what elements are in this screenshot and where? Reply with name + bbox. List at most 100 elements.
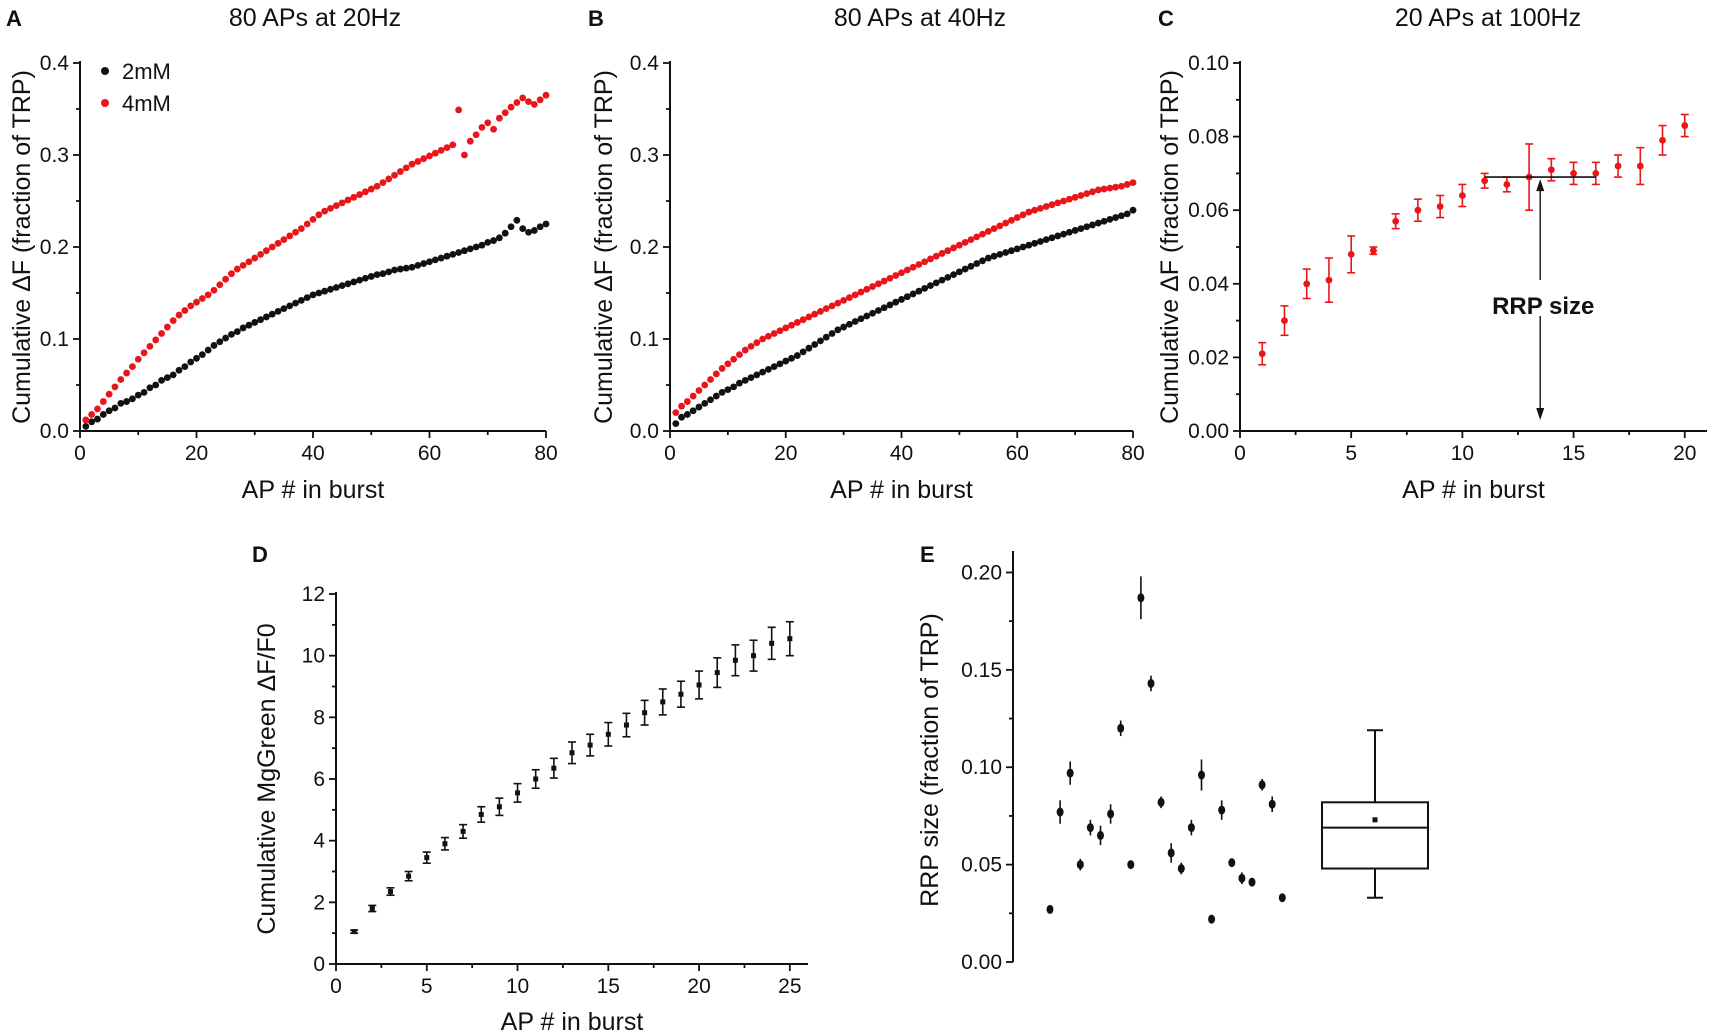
- data-point: [707, 396, 714, 404]
- data-point: [1414, 206, 1422, 214]
- data-point: [759, 368, 766, 376]
- data-point: [315, 289, 323, 297]
- data-point: [373, 182, 381, 190]
- data-point: [1238, 873, 1246, 883]
- data-point: [129, 395, 136, 403]
- data-point: [315, 211, 323, 219]
- data-point: [117, 376, 125, 383]
- panel-letter-e: E: [920, 542, 935, 567]
- data-point: [1570, 170, 1577, 177]
- data-point: [327, 285, 334, 293]
- data-point: [257, 316, 264, 324]
- data-point: [967, 262, 975, 270]
- data-point: [1031, 206, 1039, 214]
- data-point: [111, 404, 119, 412]
- data-point: [1100, 217, 1108, 225]
- data-point: [1123, 181, 1131, 188]
- data-point: [753, 339, 761, 347]
- y-axis-label: Cumulative ΔF (fraction of TRP): [1156, 70, 1184, 424]
- data-point: [973, 233, 981, 241]
- data-point: [874, 280, 882, 288]
- data-point: [233, 328, 241, 336]
- data-point: [496, 234, 503, 242]
- data-point: [123, 369, 130, 377]
- data-point: [678, 691, 684, 697]
- data-point: [1077, 225, 1085, 233]
- data-point: [216, 338, 224, 346]
- data-point: [1054, 232, 1062, 240]
- data-point: [408, 263, 416, 271]
- data-point: [730, 355, 738, 363]
- data-point: [460, 828, 466, 834]
- arrow-head-down: [1536, 407, 1545, 420]
- data-point: [187, 302, 195, 310]
- data-point: [851, 318, 859, 325]
- data-point: [82, 416, 90, 424]
- data-point: [770, 330, 778, 337]
- data-point: [1347, 250, 1355, 258]
- x-tick-label: 60: [418, 442, 441, 465]
- data-point: [1106, 184, 1114, 192]
- data-point: [1100, 185, 1108, 193]
- data-point: [799, 348, 807, 356]
- data-point: [222, 334, 230, 342]
- x-tick-label: 40: [301, 442, 324, 465]
- y-axis-label: Cumulative ΔF (fraction of TRP): [8, 70, 36, 424]
- y-tick-label: 0.4: [630, 52, 660, 75]
- data-point: [533, 776, 539, 782]
- data-point: [461, 151, 468, 159]
- data-point: [513, 99, 521, 106]
- data-point: [431, 256, 439, 264]
- data-point: [396, 265, 404, 273]
- data-point: [280, 236, 288, 244]
- data-point: [426, 152, 433, 160]
- data-point: [1065, 228, 1073, 236]
- x-axis-label: AP # in burst: [242, 476, 385, 504]
- data-point: [490, 237, 497, 244]
- data-point: [175, 311, 183, 319]
- data-point: [210, 286, 218, 294]
- data-point: [1106, 216, 1114, 223]
- data-point: [437, 147, 445, 154]
- data-point: [1370, 247, 1377, 255]
- data-point: [770, 363, 778, 370]
- data-point: [747, 342, 755, 350]
- data-point: [379, 179, 387, 187]
- data-point: [857, 288, 865, 296]
- data-point: [846, 320, 853, 328]
- data-point: [1086, 823, 1094, 833]
- y-axis-label: Cumulative ΔF (fraction of TRP): [590, 70, 618, 424]
- data-point: [1137, 593, 1145, 603]
- x-axis-label: AP # in burst: [830, 476, 973, 504]
- data-point: [350, 278, 358, 286]
- y-tick-label: 0.05: [961, 854, 1002, 877]
- data-point: [979, 257, 986, 265]
- data-point: [736, 379, 743, 387]
- data-point: [437, 254, 445, 262]
- data-point: [239, 262, 247, 269]
- data-point: [707, 376, 714, 383]
- data-point: [1031, 239, 1039, 247]
- data-point: [605, 731, 611, 737]
- data-point: [1013, 245, 1021, 253]
- data-point: [297, 296, 305, 304]
- x-tick-label: 0: [330, 975, 342, 998]
- data-point: [181, 363, 189, 370]
- y-tick-label: 0.08: [1188, 126, 1229, 149]
- data-point: [967, 236, 975, 244]
- y-axis-label: RRP size (fraction of TRP): [916, 613, 944, 907]
- data-point: [257, 250, 264, 258]
- data-point: [94, 405, 101, 413]
- data-point: [944, 247, 952, 255]
- data-point: [776, 360, 784, 368]
- data-point: [1019, 211, 1027, 219]
- data-point: [938, 250, 946, 257]
- data-point: [111, 383, 119, 391]
- data-point: [724, 360, 732, 368]
- data-point: [303, 294, 311, 301]
- data-point: [496, 804, 502, 810]
- series-mggreen: [350, 620, 794, 935]
- data-point: [689, 392, 697, 400]
- y-tick-label: 2: [313, 891, 325, 914]
- y-tick-label: 0.04: [1188, 273, 1229, 296]
